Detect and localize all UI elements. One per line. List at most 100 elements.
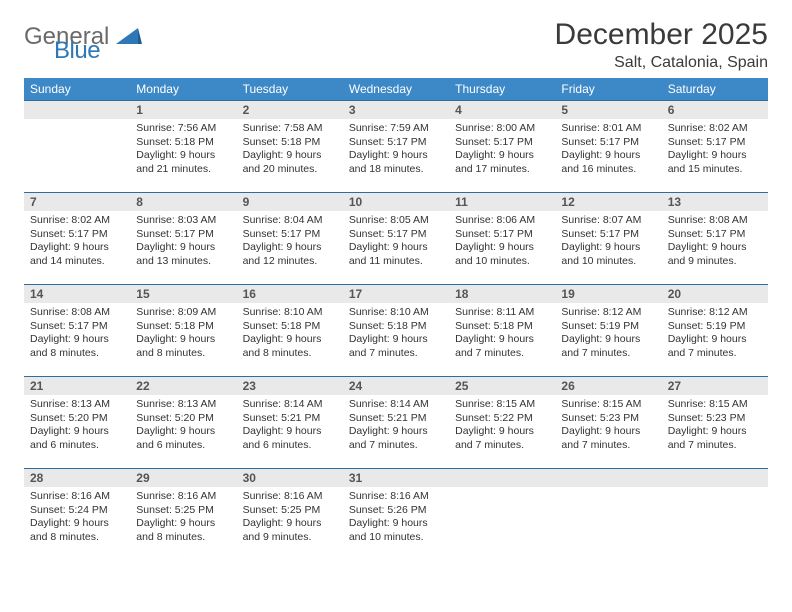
day-detail-line: Sunrise: 8:13 AM: [30, 398, 124, 412]
day-detail-line: Sunrise: 8:03 AM: [136, 214, 230, 228]
day-number: [555, 469, 661, 487]
day-detail-line: Sunset: 5:17 PM: [30, 228, 124, 242]
day-detail-line: Sunset: 5:25 PM: [136, 504, 230, 518]
day-detail-line: Sunset: 5:17 PM: [668, 228, 762, 242]
day-detail-line: Sunrise: 8:05 AM: [349, 214, 443, 228]
weekday-header: Thursday: [449, 78, 555, 101]
day-detail-line: Sunrise: 8:15 AM: [668, 398, 762, 412]
day-detail-line: and 10 minutes.: [561, 255, 655, 269]
header: General Blue December 2025 Salt, Catalon…: [24, 18, 768, 72]
day-detail-line: Daylight: 9 hours: [243, 425, 337, 439]
day-detail-line: Daylight: 9 hours: [561, 333, 655, 347]
day-cell: 22Sunrise: 8:13 AMSunset: 5:20 PMDayligh…: [130, 377, 236, 469]
day-details: Sunrise: 8:02 AMSunset: 5:17 PMDaylight:…: [662, 119, 768, 181]
day-cell: 10Sunrise: 8:05 AMSunset: 5:17 PMDayligh…: [343, 193, 449, 285]
day-cell: 30Sunrise: 8:16 AMSunset: 5:25 PMDayligh…: [237, 469, 343, 561]
day-detail-line: Daylight: 9 hours: [561, 149, 655, 163]
calendar-page: General Blue December 2025 Salt, Catalon…: [0, 0, 792, 573]
day-cell: 8Sunrise: 8:03 AMSunset: 5:17 PMDaylight…: [130, 193, 236, 285]
day-detail-line: and 6 minutes.: [30, 439, 124, 453]
day-cell: 31Sunrise: 8:16 AMSunset: 5:26 PMDayligh…: [343, 469, 449, 561]
day-detail-line: Sunrise: 8:16 AM: [349, 490, 443, 504]
day-number: 10: [343, 193, 449, 211]
day-cell: 16Sunrise: 8:10 AMSunset: 5:18 PMDayligh…: [237, 285, 343, 377]
day-detail-line: Daylight: 9 hours: [136, 425, 230, 439]
weekday-header: Sunday: [24, 78, 130, 101]
day-detail-line: Sunrise: 8:16 AM: [30, 490, 124, 504]
day-detail-line: Sunset: 5:18 PM: [243, 136, 337, 150]
day-details: Sunrise: 8:09 AMSunset: 5:18 PMDaylight:…: [130, 303, 236, 365]
day-detail-line: and 7 minutes.: [455, 347, 549, 361]
day-detail-line: Daylight: 9 hours: [668, 333, 762, 347]
day-number: 11: [449, 193, 555, 211]
calendar-week-row: 7Sunrise: 8:02 AMSunset: 5:17 PMDaylight…: [24, 193, 768, 285]
empty-cell: [449, 469, 555, 561]
day-detail-line: Daylight: 9 hours: [30, 517, 124, 531]
day-detail-line: Sunset: 5:17 PM: [561, 228, 655, 242]
day-details: Sunrise: 8:10 AMSunset: 5:18 PMDaylight:…: [343, 303, 449, 365]
day-detail-line: Sunset: 5:21 PM: [243, 412, 337, 426]
day-detail-line: and 8 minutes.: [136, 347, 230, 361]
day-number: 17: [343, 285, 449, 303]
weekday-header: Saturday: [662, 78, 768, 101]
day-detail-line: and 10 minutes.: [455, 255, 549, 269]
day-number: 1: [130, 101, 236, 119]
day-detail-line: Daylight: 9 hours: [349, 425, 443, 439]
day-detail-line: Sunset: 5:23 PM: [668, 412, 762, 426]
day-number: 9: [237, 193, 343, 211]
day-details: Sunrise: 8:13 AMSunset: 5:20 PMDaylight:…: [130, 395, 236, 457]
day-details: Sunrise: 8:06 AMSunset: 5:17 PMDaylight:…: [449, 211, 555, 273]
day-cell: 14Sunrise: 8:08 AMSunset: 5:17 PMDayligh…: [24, 285, 130, 377]
day-detail-line: Sunset: 5:22 PM: [455, 412, 549, 426]
day-details: Sunrise: 7:59 AMSunset: 5:17 PMDaylight:…: [343, 119, 449, 181]
day-detail-line: Sunrise: 8:10 AM: [349, 306, 443, 320]
day-number: 18: [449, 285, 555, 303]
day-detail-line: and 7 minutes.: [349, 347, 443, 361]
brand-word2: Blue: [54, 41, 142, 61]
day-details: Sunrise: 7:56 AMSunset: 5:18 PMDaylight:…: [130, 119, 236, 181]
day-detail-line: Daylight: 9 hours: [455, 149, 549, 163]
empty-cell: [662, 469, 768, 561]
day-detail-line: Daylight: 9 hours: [561, 241, 655, 255]
day-number: 15: [130, 285, 236, 303]
day-detail-line: Sunrise: 8:16 AM: [136, 490, 230, 504]
day-detail-line: Sunset: 5:25 PM: [243, 504, 337, 518]
day-number: 21: [24, 377, 130, 395]
day-number: 16: [237, 285, 343, 303]
day-cell: 5Sunrise: 8:01 AMSunset: 5:17 PMDaylight…: [555, 101, 661, 193]
day-detail-line: Sunrise: 8:02 AM: [30, 214, 124, 228]
day-detail-line: and 11 minutes.: [349, 255, 443, 269]
day-cell: 15Sunrise: 8:09 AMSunset: 5:18 PMDayligh…: [130, 285, 236, 377]
day-number: [449, 469, 555, 487]
day-detail-line: Sunset: 5:24 PM: [30, 504, 124, 518]
day-detail-line: Sunrise: 8:11 AM: [455, 306, 549, 320]
day-detail-line: and 18 minutes.: [349, 163, 443, 177]
day-detail-line: and 9 minutes.: [668, 255, 762, 269]
day-detail-line: Daylight: 9 hours: [30, 333, 124, 347]
day-details: Sunrise: 8:07 AMSunset: 5:17 PMDaylight:…: [555, 211, 661, 273]
day-cell: 2Sunrise: 7:58 AMSunset: 5:18 PMDaylight…: [237, 101, 343, 193]
day-number: 22: [130, 377, 236, 395]
day-cell: 17Sunrise: 8:10 AMSunset: 5:18 PMDayligh…: [343, 285, 449, 377]
day-details: Sunrise: 8:04 AMSunset: 5:17 PMDaylight:…: [237, 211, 343, 273]
day-detail-line: Sunset: 5:18 PM: [243, 320, 337, 334]
day-detail-line: Sunset: 5:17 PM: [668, 136, 762, 150]
day-cell: 12Sunrise: 8:07 AMSunset: 5:17 PMDayligh…: [555, 193, 661, 285]
empty-cell: [555, 469, 661, 561]
day-detail-line: and 12 minutes.: [243, 255, 337, 269]
weekday-row: SundayMondayTuesdayWednesdayThursdayFrid…: [24, 78, 768, 101]
day-detail-line: Sunset: 5:17 PM: [455, 228, 549, 242]
day-detail-line: and 14 minutes.: [30, 255, 124, 269]
day-detail-line: Sunrise: 8:14 AM: [243, 398, 337, 412]
day-detail-line: Sunrise: 8:14 AM: [349, 398, 443, 412]
day-detail-line: Sunrise: 8:12 AM: [668, 306, 762, 320]
day-number: 4: [449, 101, 555, 119]
day-cell: 23Sunrise: 8:14 AMSunset: 5:21 PMDayligh…: [237, 377, 343, 469]
day-detail-line: and 7 minutes.: [349, 439, 443, 453]
day-detail-line: Sunset: 5:17 PM: [136, 228, 230, 242]
day-number: 24: [343, 377, 449, 395]
day-detail-line: Sunset: 5:23 PM: [561, 412, 655, 426]
day-details: Sunrise: 8:05 AMSunset: 5:17 PMDaylight:…: [343, 211, 449, 273]
day-detail-line: Sunrise: 8:01 AM: [561, 122, 655, 136]
day-detail-line: Sunrise: 8:10 AM: [243, 306, 337, 320]
